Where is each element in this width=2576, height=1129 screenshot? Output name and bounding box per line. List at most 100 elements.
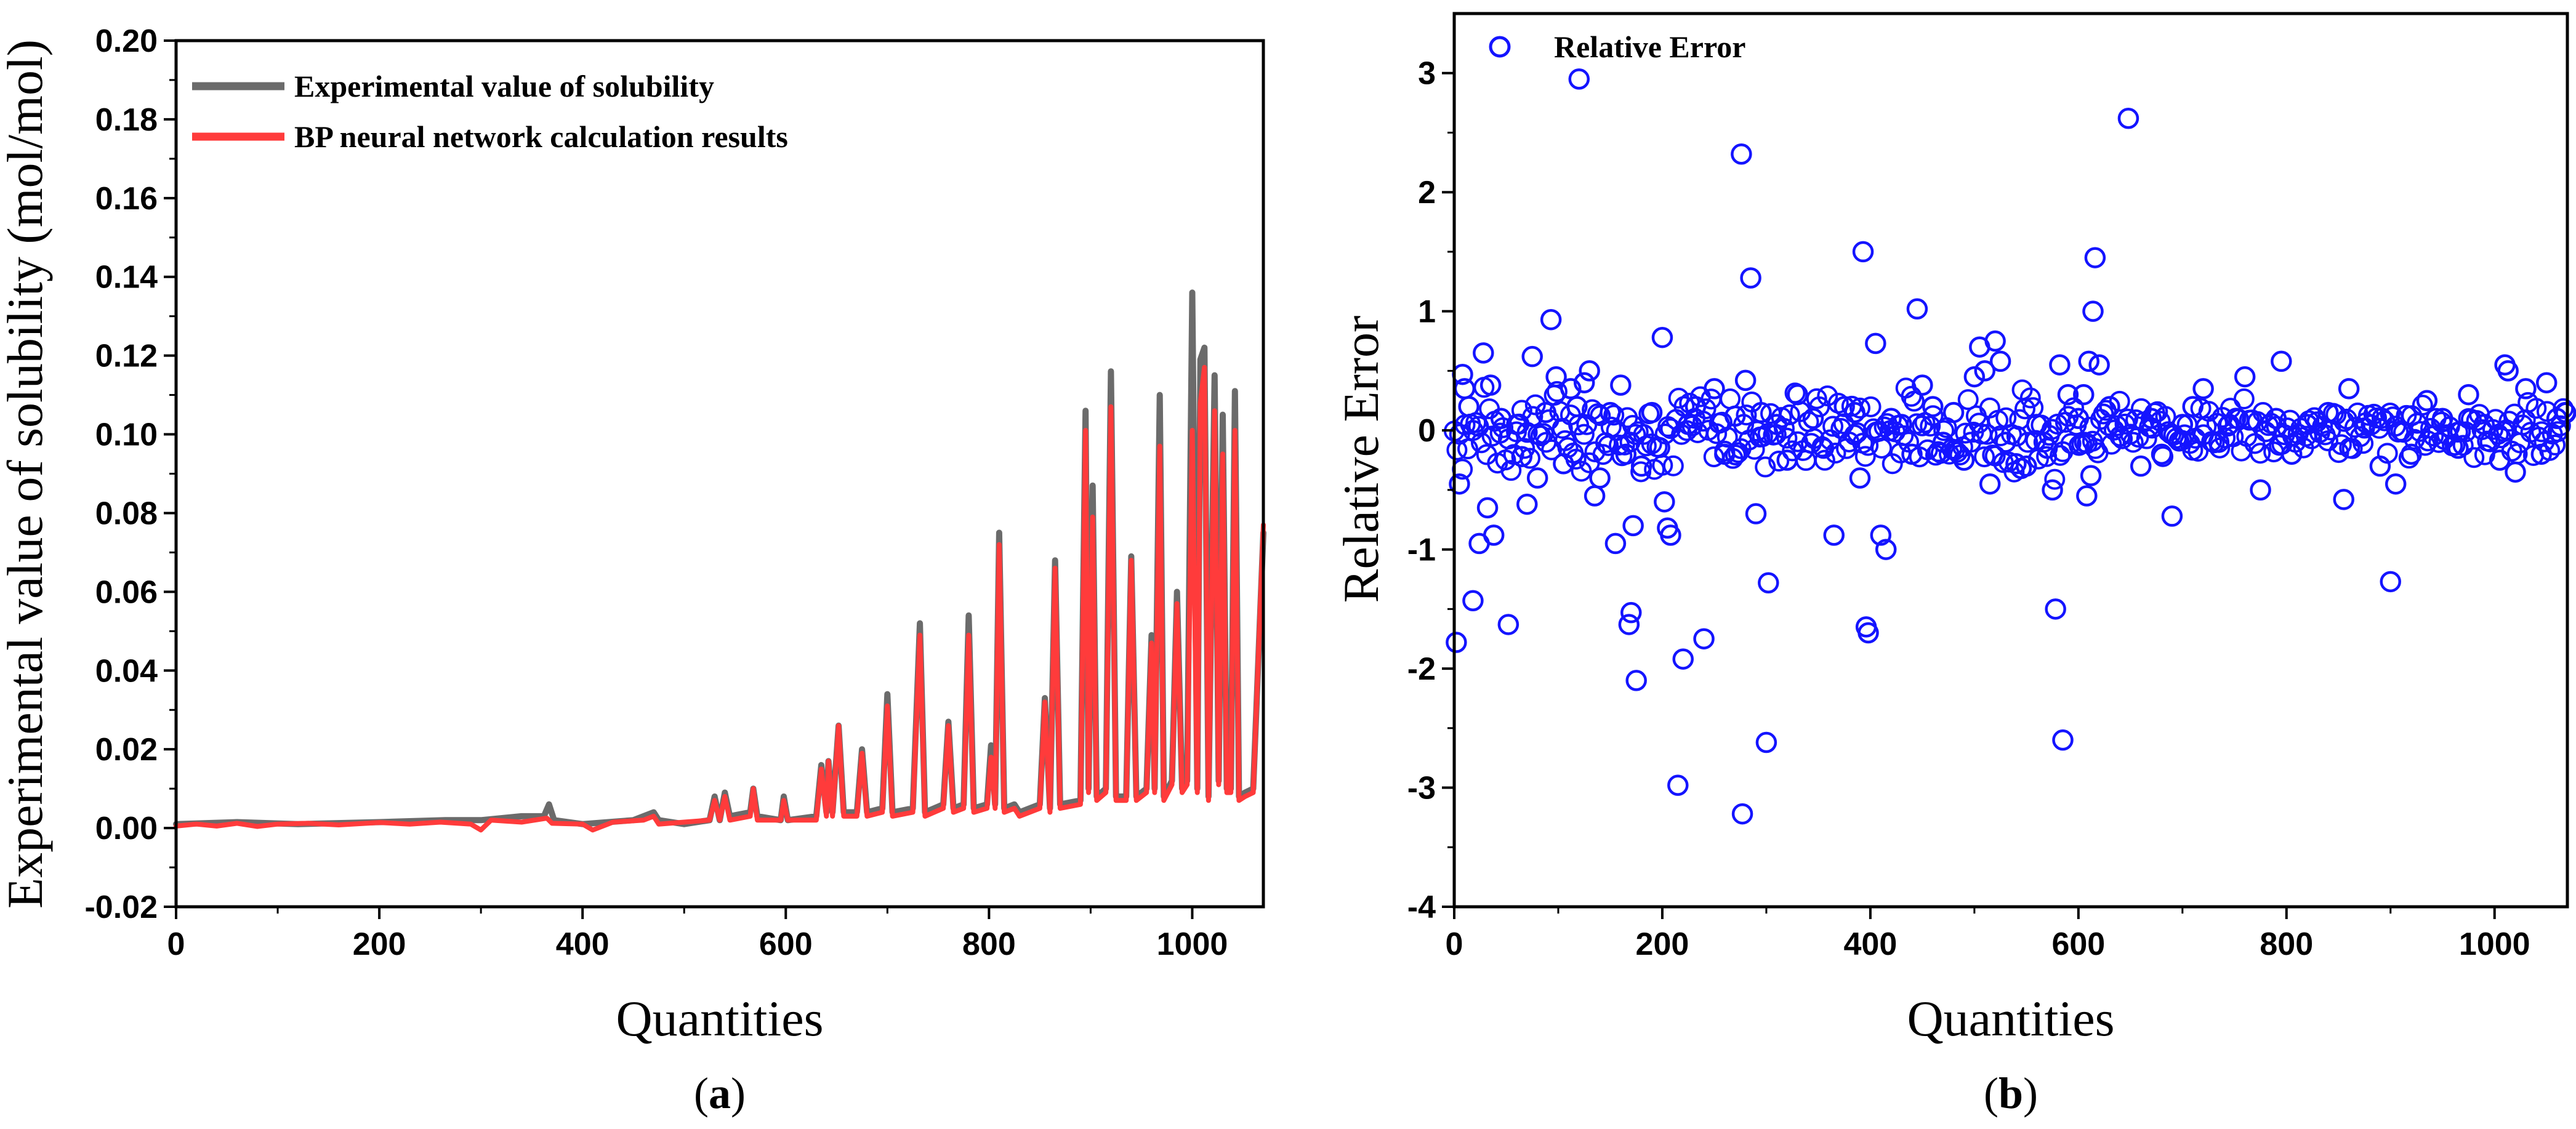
scatter-point xyxy=(1458,396,1479,417)
x-tick-label: 200 xyxy=(353,926,406,962)
scatter-point xyxy=(1870,524,1892,546)
y-tick-label: 0.08 xyxy=(95,496,158,531)
scatter-point xyxy=(1540,308,1562,331)
x-tick-label: 600 xyxy=(2051,926,2105,962)
scatter-point xyxy=(2515,378,2537,400)
scatter-point xyxy=(1587,403,1608,425)
scatter-point xyxy=(2401,443,2422,465)
scatter-point xyxy=(2473,414,2495,435)
y-tick-label: -3 xyxy=(1407,771,1436,806)
scatter-point xyxy=(2136,428,2157,449)
scatter-point xyxy=(1731,143,1752,165)
panel-b-frame xyxy=(1452,12,2569,909)
scatter-point xyxy=(1920,416,1941,437)
scatter-point xyxy=(1974,446,1995,468)
scatter-point xyxy=(2271,350,2292,372)
scatter-point xyxy=(2280,443,2303,465)
scatter-point xyxy=(1492,417,1514,438)
scatter-point xyxy=(1953,449,1975,471)
scatter-point xyxy=(1526,467,1548,489)
scatter-point xyxy=(2416,390,2438,412)
scatter-point xyxy=(2208,432,2230,453)
scatter-point xyxy=(2161,505,2183,527)
scatter-point xyxy=(2333,489,2354,510)
x-tick-label: 600 xyxy=(759,926,813,962)
scatter-point xyxy=(1622,515,1644,537)
scatter-point xyxy=(1618,614,1640,635)
scatter-point xyxy=(1446,439,1468,460)
scatter-point xyxy=(2026,414,2048,435)
y-tick-label: 0.06 xyxy=(95,574,158,610)
scatter-point xyxy=(1714,443,1736,465)
scatter-point xyxy=(1976,424,1998,445)
scatter-point xyxy=(1506,414,1527,435)
x-tick-label: 1000 xyxy=(2459,926,2530,962)
panel-a-x-axis: 0 200 400 600 800 1000 xyxy=(167,907,1228,962)
scatter-point xyxy=(2444,435,2466,456)
scatter-point xyxy=(1724,405,1746,427)
scatter-point xyxy=(1603,404,1625,426)
scatter-point xyxy=(2354,417,2375,439)
scatter-point xyxy=(2014,398,2035,420)
panel-b-legend: Relative Error xyxy=(1489,30,1745,64)
y-tick-label: 0.00 xyxy=(95,811,158,846)
scatter-point xyxy=(1875,539,1897,560)
scatter-point xyxy=(1731,803,1753,825)
scatter-point xyxy=(2109,390,2130,412)
scatter-point xyxy=(1600,416,1622,438)
y-tick-label: 3 xyxy=(1418,56,1436,92)
scatter-point xyxy=(1776,449,1798,471)
scatter-point xyxy=(1989,350,2011,372)
scatter-point xyxy=(2535,372,2558,393)
scatter-point xyxy=(2099,396,2120,417)
scatter-point xyxy=(1736,404,1757,426)
scatter-point xyxy=(1449,473,1470,495)
y-tick-label: 0.16 xyxy=(95,181,158,217)
scatter-point xyxy=(1473,342,1494,364)
scatter-point xyxy=(2109,425,2131,448)
scatter-point xyxy=(2554,401,2576,424)
scatter-point xyxy=(2060,433,2082,454)
scatter-point xyxy=(1817,385,1838,407)
scatter-point xyxy=(1457,438,1478,460)
scatter-point xyxy=(1470,432,1492,454)
scatter-point xyxy=(1560,378,1582,400)
scatter-point xyxy=(1615,443,1637,465)
scatter-point xyxy=(1833,396,1855,417)
scatter-point xyxy=(1630,455,1652,477)
scatter-point xyxy=(2530,443,2553,465)
scatter-point xyxy=(1446,632,1467,653)
scatter-point xyxy=(1987,409,2009,431)
scatter-point xyxy=(2117,108,2139,129)
x-tick-label: 200 xyxy=(1636,926,1689,962)
scatter-point xyxy=(1849,397,1870,419)
scatter-point xyxy=(2531,421,2553,443)
scatter-point xyxy=(1852,241,1874,263)
series-line-bp-network xyxy=(174,364,1266,833)
scatter-point xyxy=(1706,423,1728,444)
y-tick-label: 0.14 xyxy=(95,260,158,295)
scatter-point xyxy=(2073,384,2095,406)
panel-a-y-axis: -0.02 0.00 0.02 0.04 0.06 0.08 0.10 0.12 0.14 0.1… xyxy=(84,23,176,925)
scatter-point xyxy=(2151,443,2173,465)
scatter-point xyxy=(2130,455,2152,477)
panel-b-label: (b) xyxy=(1984,1069,2038,1118)
y-tick-label: 0 xyxy=(1418,413,1436,449)
scatter-point xyxy=(2380,571,2401,593)
scatter-point xyxy=(2417,430,2439,452)
scatter-point xyxy=(2017,432,2039,453)
scatter-point xyxy=(2385,473,2407,495)
scatter-point xyxy=(1677,414,1699,435)
scatter-point xyxy=(1871,437,1893,459)
scatter-point xyxy=(1891,414,1912,435)
scatter-point xyxy=(1521,345,1543,368)
scatter-point xyxy=(1573,372,1595,393)
x-tick-label: 400 xyxy=(556,926,610,962)
scatter-point xyxy=(1579,360,1600,382)
x-tick-label: 400 xyxy=(1844,926,1898,962)
scatter-point xyxy=(2489,449,2511,471)
y-tick-label: 0.04 xyxy=(95,653,158,689)
scatter-point xyxy=(1535,401,1556,424)
scatter-point xyxy=(2084,247,2106,268)
panel-a-legend: Experimental value of solubility BP neur… xyxy=(192,69,788,154)
